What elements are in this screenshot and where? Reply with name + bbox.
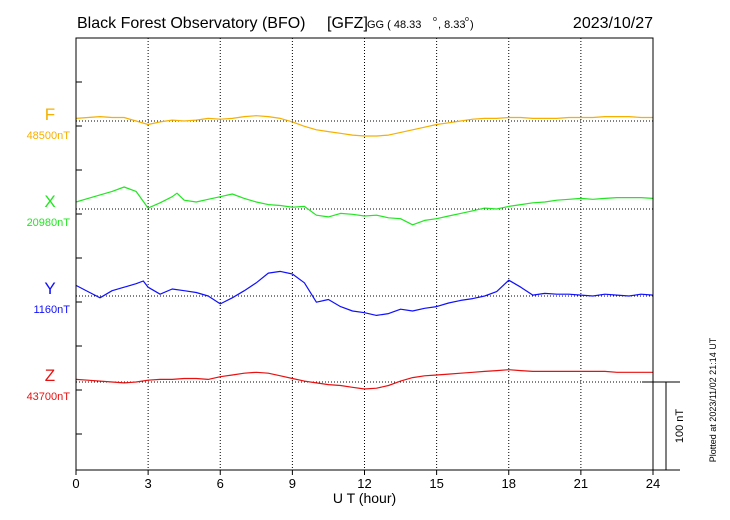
org-label: [GFZ]: [327, 15, 368, 32]
series-baseline-label-f: 48500nT: [27, 130, 71, 142]
series-baseline-label-z: 43700nT: [27, 391, 71, 403]
svg-text:, 8.33: , 8.33: [438, 19, 466, 31]
scale-bar: 100 nT: [642, 381, 686, 471]
svg-text:): ): [470, 19, 474, 31]
grid: [76, 37, 582, 470]
series-baseline-label-x: 20980nT: [27, 217, 71, 229]
x-tick-label-18: 18: [502, 476, 516, 491]
x-tick-label-12: 12: [357, 476, 371, 491]
series-name-x: X: [44, 192, 55, 211]
series-name-f: F: [45, 105, 55, 124]
x-axis-label: U T (hour): [333, 490, 396, 506]
date-label: 2023/10/27: [573, 15, 653, 32]
series-line-x: [75, 186, 654, 226]
x-tick-label-0: 0: [72, 476, 79, 491]
series-line-f: [75, 115, 653, 137]
series-name-y: Y: [44, 279, 55, 298]
baselines: [76, 120, 653, 383]
x-tick-label-21: 21: [574, 476, 588, 491]
x-tick-label-15: 15: [429, 476, 443, 491]
x-tick-label-24: 24: [646, 476, 660, 491]
series-line-y: [75, 270, 654, 316]
svg-text:GG ( 48.33: GG ( 48.33: [367, 19, 421, 31]
x-axis: 0 3 6 9 12 15 18 21 24: [72, 470, 660, 491]
series-baseline-label-y: 1160nT: [34, 304, 71, 316]
series-layer: [75, 115, 654, 390]
series-name-z: Z: [45, 366, 55, 385]
x-tick-label-6: 6: [217, 476, 224, 491]
plotted-at-label: Plotted at 2023/11/02 21:14 UT: [708, 337, 718, 462]
svg-text:o: o: [465, 16, 469, 23]
series-labels: F 48500nT X 20980nT Y 1160nT Z 43700nT: [27, 105, 71, 403]
series-line-z: [75, 369, 653, 390]
scale-bar-label: 100 nT: [674, 409, 686, 444]
x-tick-label-3: 3: [145, 476, 152, 491]
chart-title: Black Forest Observatory (BFO): [77, 15, 306, 32]
x-tick-label-9: 9: [289, 476, 296, 491]
coordinates-label: GG ( 48.33 o , 8.33 o ): [367, 16, 474, 31]
svg-text:o: o: [433, 16, 437, 23]
